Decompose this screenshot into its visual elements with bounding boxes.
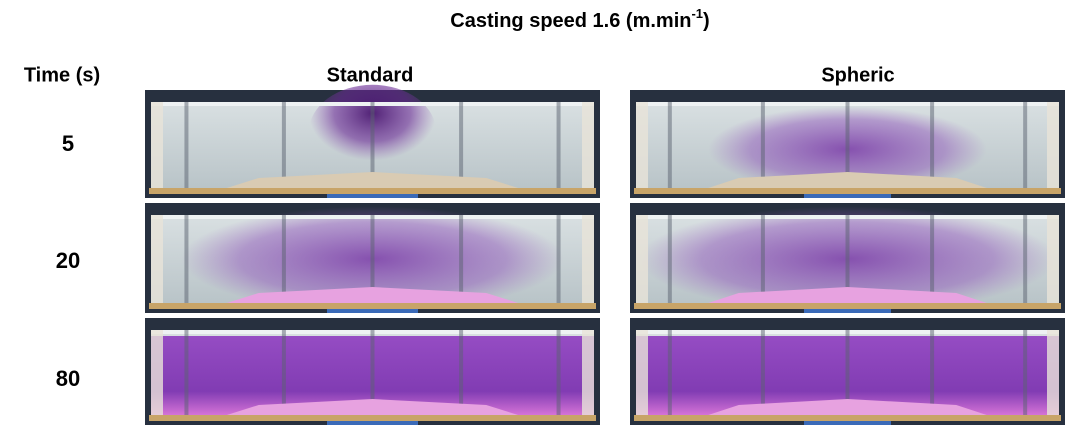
frame-post bbox=[668, 330, 672, 415]
column-header: Spheric bbox=[821, 64, 894, 86]
stand bbox=[804, 194, 891, 198]
tank-side bbox=[582, 330, 594, 415]
photo bbox=[630, 203, 1065, 313]
title-text: Casting speed 1.6 (m.min bbox=[450, 10, 691, 32]
frame-post bbox=[930, 102, 934, 188]
tank-side bbox=[582, 215, 594, 303]
frame-post bbox=[761, 330, 765, 415]
photo bbox=[630, 318, 1065, 425]
frame-post bbox=[184, 102, 188, 188]
photo-grid bbox=[145, 85, 1065, 425]
tank-side bbox=[636, 330, 648, 415]
frame-post bbox=[761, 215, 765, 303]
frame-post bbox=[557, 102, 561, 188]
stand bbox=[327, 309, 418, 313]
frame-post bbox=[1023, 215, 1027, 303]
frame-post bbox=[282, 102, 286, 188]
tank-side bbox=[636, 215, 648, 303]
base-plate bbox=[634, 303, 1061, 309]
tank-side bbox=[1047, 102, 1059, 188]
frame-post bbox=[282, 330, 286, 415]
row-header: Time (s) bbox=[24, 64, 100, 86]
tank-side bbox=[1047, 215, 1059, 303]
frame-post bbox=[557, 215, 561, 303]
frame-post bbox=[930, 330, 934, 415]
frame-post bbox=[282, 215, 286, 303]
frame-post bbox=[184, 215, 188, 303]
time-label: 20 bbox=[56, 248, 80, 273]
frame-post bbox=[1023, 330, 1027, 415]
title-suffix: ) bbox=[703, 10, 710, 32]
stand bbox=[804, 421, 891, 425]
base-plate bbox=[634, 188, 1061, 194]
frame-post bbox=[1023, 102, 1027, 188]
photo bbox=[145, 203, 600, 313]
figure: Casting speed 1.6 (m.min-1) Time (s) Sta… bbox=[0, 0, 1073, 425]
page: Casting speed 1.6 (m.min-1) Time (s) Sta… bbox=[0, 0, 1073, 425]
base-plate bbox=[634, 415, 1061, 421]
frame-post bbox=[459, 102, 463, 188]
frame-post bbox=[761, 102, 765, 188]
tank-side bbox=[1047, 330, 1059, 415]
frame-post bbox=[459, 215, 463, 303]
frame-post bbox=[930, 215, 934, 303]
base-plate bbox=[149, 188, 596, 194]
base-plate bbox=[149, 303, 596, 309]
frame-post bbox=[557, 330, 561, 415]
stand bbox=[327, 194, 418, 198]
tank-side bbox=[636, 102, 648, 188]
photo bbox=[630, 90, 1065, 198]
photo bbox=[145, 318, 600, 425]
photo bbox=[145, 85, 600, 198]
time-label: 5 bbox=[62, 131, 74, 156]
stand bbox=[804, 309, 891, 313]
tank-side bbox=[151, 215, 163, 303]
base-plate bbox=[149, 415, 596, 421]
frame-post bbox=[184, 330, 188, 415]
column-header: Standard bbox=[327, 64, 414, 86]
tank-side bbox=[151, 102, 163, 188]
frame-post bbox=[459, 330, 463, 415]
tank-side bbox=[582, 102, 594, 188]
figure-title: Casting speed 1.6 (m.min-1) bbox=[450, 6, 709, 32]
title-superscript: -1 bbox=[691, 6, 703, 21]
time-label: 80 bbox=[56, 366, 80, 391]
frame-post bbox=[668, 102, 672, 188]
frame-post bbox=[668, 215, 672, 303]
stand bbox=[327, 421, 418, 425]
tank-side bbox=[151, 330, 163, 415]
